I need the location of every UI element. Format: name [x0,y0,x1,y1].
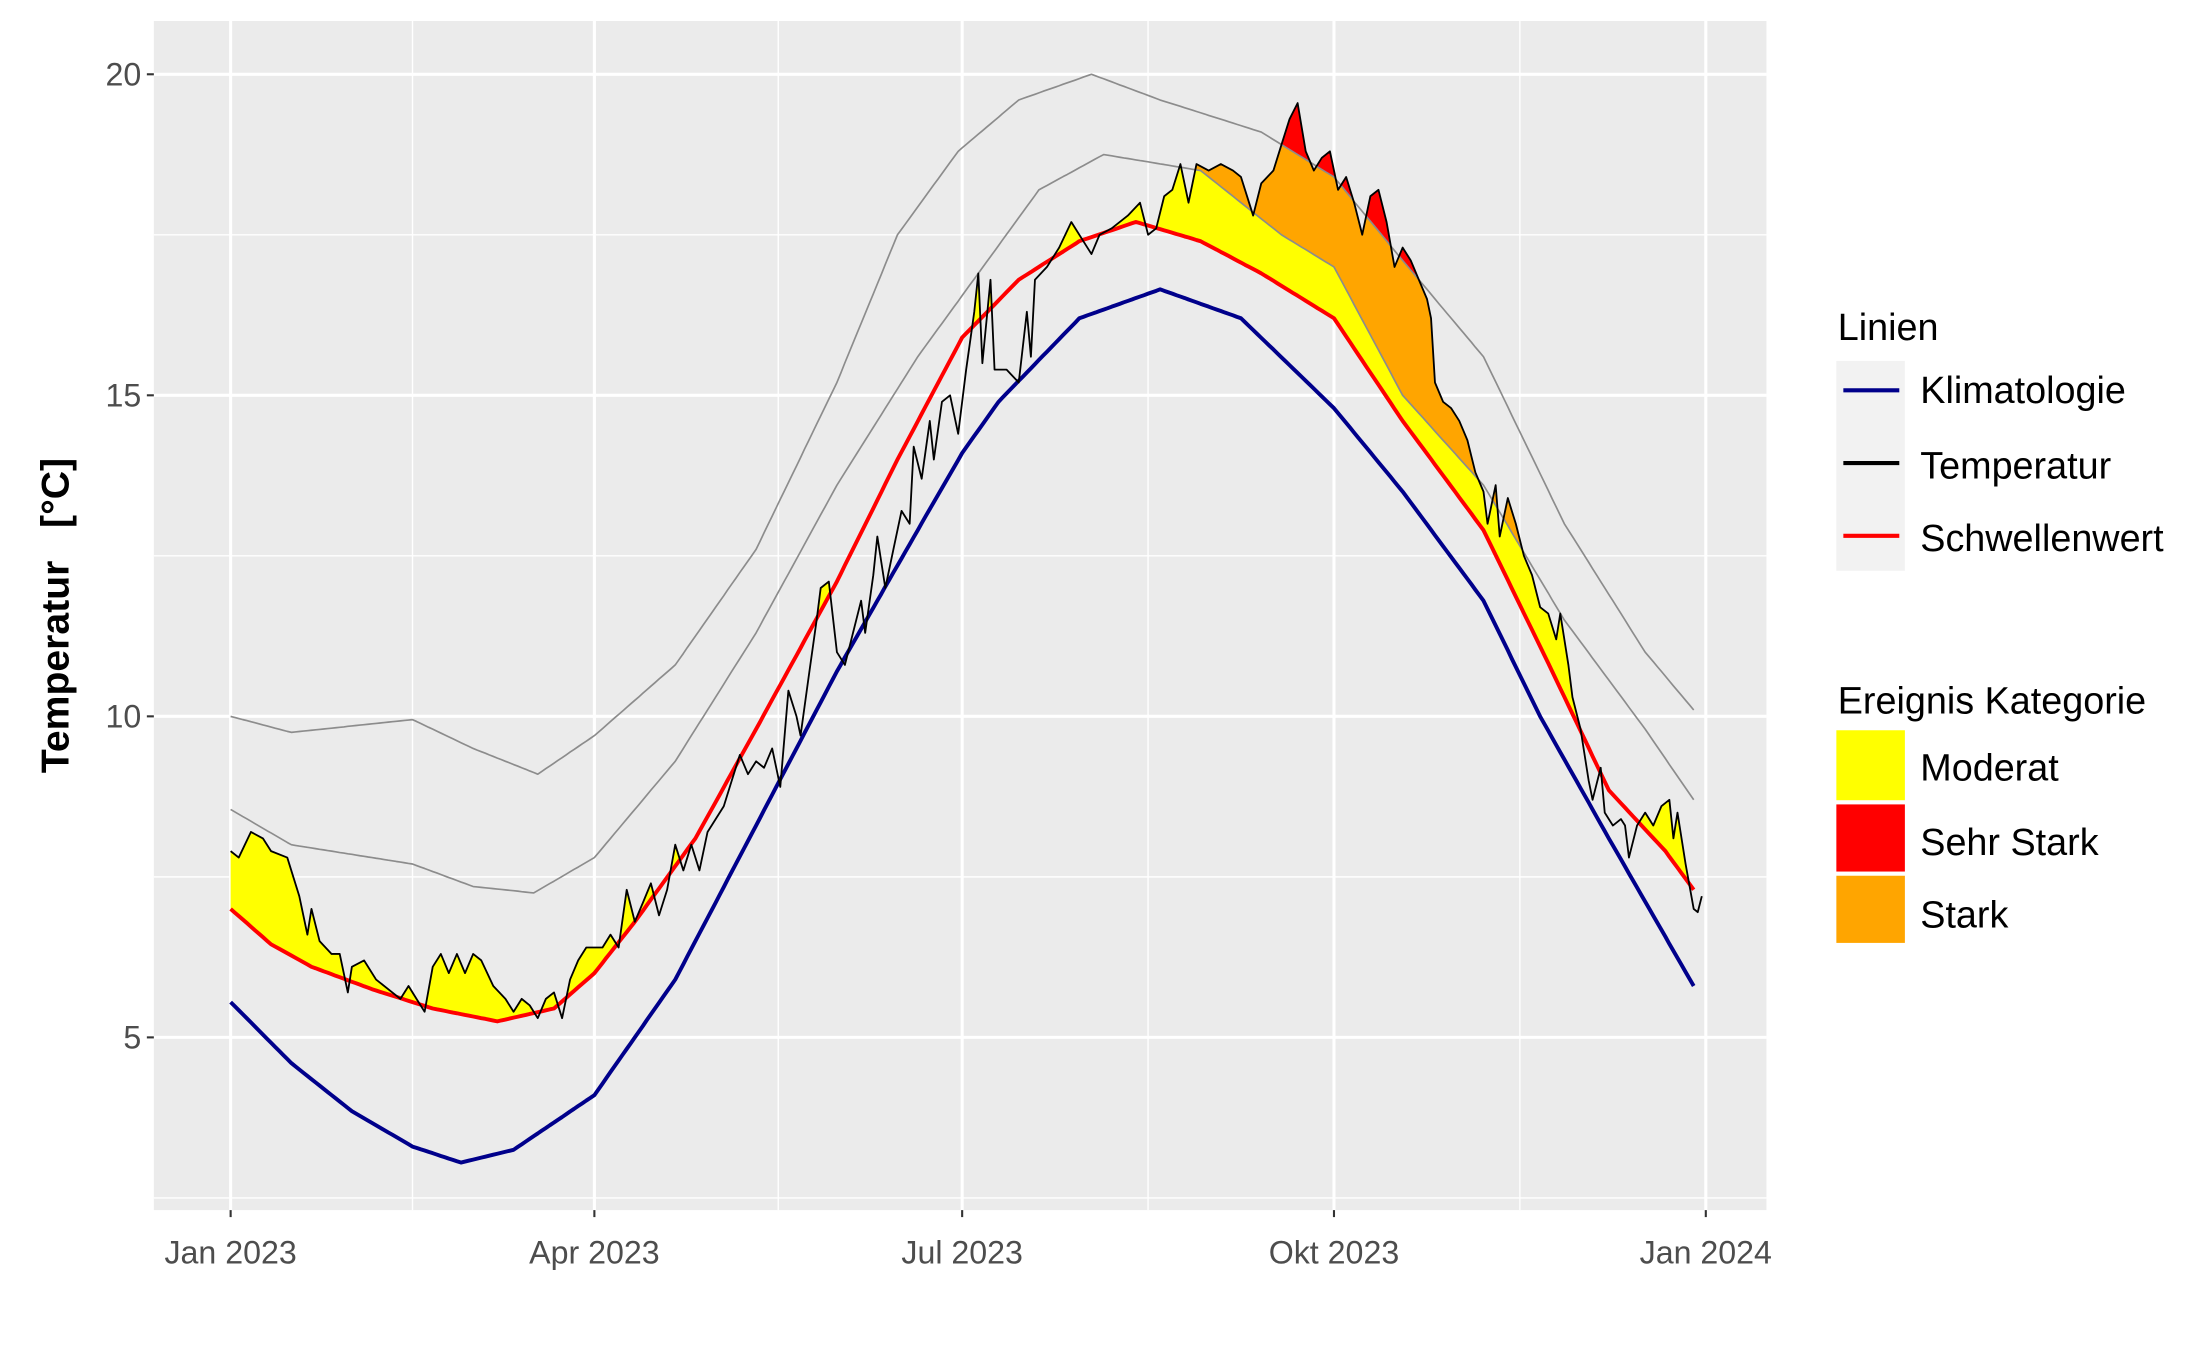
series-schwellenwert [229,220,1696,1024]
x-tick-label: Jan 2023 [164,1234,296,1270]
legend-events: Ereignis Kategorie Moderat Sehr Stark St… [1836,680,2146,943]
legend-swatch-moderat [1836,730,1905,801]
legend-lines-title: Linien [1838,307,1939,349]
gridlines [153,20,1767,1211]
series-stark-threshold [230,153,1695,894]
legend-label-klimatologie: Klimatologie [1920,370,2126,412]
axes: 5 10 15 20 Jan 2023 Apr 2023 Jul 2023 Okt 2023 J… [105,56,1771,1270]
series-sehr-stark-threshold [230,73,1695,776]
legend-label-temperatur: Temperatur [1920,445,2111,487]
legend-label-sehr-stark: Sehr Stark [1920,822,2098,864]
series-lines [229,73,1703,1165]
legend-lines: Linien Klimatologie Temperatur Schwellen… [1836,307,2164,571]
x-tick-label: Okt 2023 [1269,1234,1399,1270]
legend-events-title: Ereignis Kategorie [1838,680,2146,722]
series-temperatur [230,102,1703,1020]
legend-swatch-sehr-stark [1836,804,1905,872]
y-tick-label: 20 [105,56,141,92]
series-klimatologie [229,287,1696,1165]
legend-label-schwellenwert: Schwellenwert [1920,518,2164,560]
y-tick-label: 15 [105,378,141,414]
y-axis-title: Temperatur [°C] [35,458,78,773]
x-tick-label: Jul 2023 [901,1234,1023,1270]
x-tick-label: Jan 2024 [1640,1234,1772,1270]
legend-label-moderat: Moderat [1920,748,2059,790]
x-tick-label: Apr 2023 [529,1234,659,1270]
legend-label-stark: Stark [1920,895,2008,937]
legend-swatch-stark [1836,875,1905,943]
plot-panel [153,20,1767,1211]
y-tick-label: 10 [105,699,141,735]
y-tick-label: 5 [123,1020,141,1056]
